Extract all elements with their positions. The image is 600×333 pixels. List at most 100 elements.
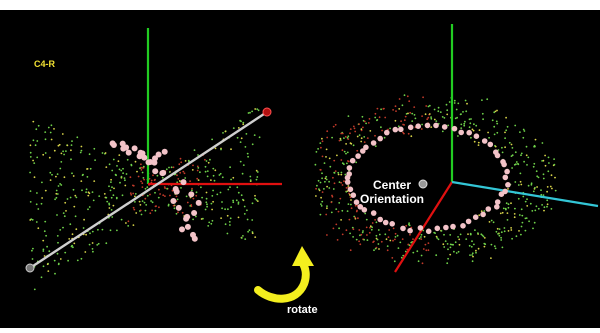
point bbox=[430, 116, 432, 118]
right-point-cloud bbox=[314, 94, 557, 265]
point bbox=[347, 185, 350, 187]
point bbox=[374, 116, 377, 119]
point bbox=[347, 135, 350, 138]
point bbox=[60, 161, 63, 163]
point bbox=[356, 135, 359, 138]
point bbox=[211, 195, 214, 197]
point bbox=[224, 223, 227, 226]
point bbox=[82, 227, 85, 229]
point bbox=[326, 207, 328, 210]
point bbox=[407, 112, 409, 115]
point bbox=[232, 127, 235, 129]
point bbox=[199, 171, 201, 174]
point bbox=[175, 212, 178, 215]
point bbox=[211, 208, 214, 211]
point bbox=[520, 152, 523, 155]
point bbox=[37, 208, 40, 210]
point bbox=[197, 167, 200, 169]
point bbox=[546, 199, 549, 202]
point bbox=[363, 120, 366, 123]
point bbox=[546, 205, 548, 208]
point bbox=[110, 196, 113, 199]
point bbox=[332, 125, 335, 128]
point bbox=[383, 136, 386, 139]
point bbox=[31, 249, 33, 252]
point bbox=[59, 167, 62, 170]
point bbox=[507, 188, 509, 190]
point bbox=[319, 169, 322, 171]
point bbox=[542, 194, 545, 197]
point bbox=[183, 172, 186, 175]
point bbox=[368, 231, 371, 234]
point bbox=[169, 194, 171, 197]
point bbox=[325, 156, 327, 158]
point bbox=[91, 242, 94, 244]
point bbox=[457, 102, 460, 105]
point bbox=[471, 128, 474, 131]
point bbox=[206, 205, 209, 208]
point bbox=[360, 137, 363, 140]
point bbox=[423, 235, 426, 238]
point bbox=[501, 246, 504, 249]
point bbox=[471, 240, 473, 243]
point bbox=[541, 142, 544, 144]
point bbox=[146, 186, 149, 189]
bead bbox=[443, 224, 449, 231]
point bbox=[149, 212, 152, 215]
point bbox=[143, 201, 146, 204]
bead bbox=[349, 157, 356, 164]
point bbox=[495, 230, 498, 233]
point bbox=[200, 186, 202, 189]
point bbox=[132, 192, 135, 195]
point bbox=[324, 177, 327, 180]
point bbox=[392, 239, 394, 242]
point bbox=[465, 238, 468, 241]
point bbox=[344, 135, 347, 138]
point bbox=[349, 132, 351, 135]
point bbox=[339, 197, 342, 200]
point bbox=[409, 111, 412, 114]
point bbox=[55, 175, 57, 178]
point bbox=[524, 200, 527, 203]
point bbox=[478, 129, 481, 132]
point bbox=[371, 226, 373, 229]
point bbox=[81, 189, 83, 192]
point bbox=[403, 132, 405, 135]
point bbox=[196, 177, 199, 180]
point bbox=[125, 222, 127, 224]
point bbox=[402, 254, 405, 257]
point bbox=[244, 238, 247, 241]
point bbox=[184, 160, 187, 162]
point bbox=[73, 205, 76, 208]
point bbox=[542, 173, 545, 176]
point bbox=[328, 187, 331, 189]
point bbox=[335, 208, 338, 211]
point bbox=[524, 217, 527, 220]
point bbox=[338, 202, 341, 204]
point bbox=[435, 254, 438, 257]
point bbox=[505, 202, 508, 205]
point bbox=[121, 194, 124, 197]
point bbox=[251, 143, 254, 146]
point bbox=[140, 163, 142, 166]
point bbox=[59, 258, 62, 260]
point bbox=[526, 164, 528, 166]
point bbox=[504, 131, 506, 134]
point bbox=[500, 231, 503, 234]
point bbox=[506, 219, 509, 221]
point bbox=[44, 220, 47, 223]
point bbox=[36, 140, 39, 142]
point bbox=[394, 236, 397, 238]
point bbox=[40, 202, 43, 205]
bead bbox=[377, 216, 384, 223]
point bbox=[465, 110, 468, 113]
point bbox=[126, 158, 129, 161]
point bbox=[48, 156, 51, 159]
point bbox=[458, 238, 461, 241]
point bbox=[42, 248, 45, 251]
bead bbox=[505, 182, 511, 188]
bead bbox=[344, 179, 351, 185]
point bbox=[375, 237, 378, 240]
point bbox=[229, 217, 232, 220]
point bbox=[534, 186, 536, 189]
